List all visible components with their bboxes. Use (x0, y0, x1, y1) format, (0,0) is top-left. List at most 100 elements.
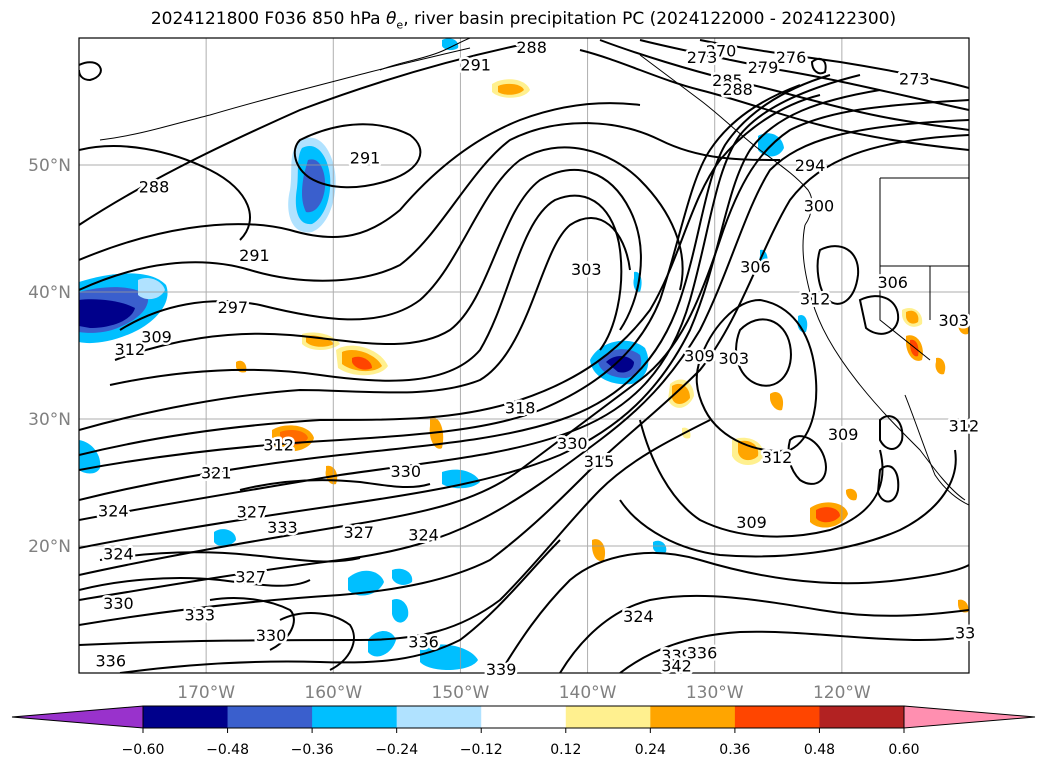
latitude-tick-label: 50°N (28, 156, 71, 176)
positive-anomaly-patch-land-37n (902, 307, 923, 327)
contour-label-halo: 273 (687, 48, 718, 67)
contour-line (579, 49, 969, 151)
contour-label-halo: 315 (584, 452, 615, 471)
contour-label-text: 342 (661, 656, 692, 675)
contour-line (79, 134, 969, 626)
contour-label-halo: 318 (505, 399, 536, 418)
contour-label-halo: 300 (804, 197, 835, 216)
contour-line (79, 84, 801, 471)
contour-label-text: 312 (949, 416, 980, 435)
colorbar: −0.60 −0.48 −0.36 −0.24 −0.12 0.12 0.24 0.36 0.4… (11, 705, 1036, 758)
contour-label-halo: 336 (687, 644, 718, 663)
map-frame (78, 37, 970, 674)
contour-label-halo: 309 (828, 425, 859, 444)
contour-label-text: 294 (795, 156, 826, 175)
contour-label-text: 339 (661, 646, 692, 665)
colorbar-tick-label: 0.36 (719, 742, 750, 758)
contour-label-halo: 291 (350, 148, 381, 167)
contour-label-text: 291 (460, 56, 491, 75)
contour-label-text: 324 (98, 501, 129, 520)
contour-label-halo: 309 (684, 347, 715, 366)
contour-line (279, 612, 355, 671)
colorbar-segment (819, 706, 905, 728)
negative-anomaly-patch-168w-40n (138, 278, 165, 300)
contour-label-halo: 303 (719, 349, 750, 368)
contour-line (559, 594, 969, 673)
contour-label-halo: 339 (661, 646, 692, 665)
contour-label-text: 288 (722, 80, 753, 99)
contour-line (79, 145, 251, 241)
longitude-tick-label: 140°W (559, 683, 617, 703)
contour-line (619, 630, 969, 673)
contour-label-text: 276 (776, 48, 807, 67)
contour-label-halo: 330 (256, 626, 287, 645)
colorbar-segment (734, 706, 820, 728)
title-suffix: , river basin precipitation PC (20241220… (403, 9, 897, 29)
contour-label-halo: 312 (115, 340, 146, 359)
contour-label-text: 270 (706, 42, 737, 61)
negative-anomaly-patch-155w-14n (392, 598, 409, 623)
contour-label-halo: 312 (800, 289, 831, 308)
contour-label-text: 288 (516, 38, 547, 57)
colorbar-tick-label: 0.24 (635, 742, 666, 758)
longitude-tick-label: 170°W (177, 683, 235, 703)
contour-label-halo: 336 (96, 651, 127, 670)
contour-label-text: 333 (185, 606, 216, 625)
colorbar-tick-label: −0.36 (291, 742, 334, 758)
contour-label-text: 309 (684, 347, 715, 366)
contour-line (695, 298, 818, 452)
contour-label-text: 312 (800, 289, 831, 308)
contour-line (79, 74, 831, 501)
contour-line (639, 39, 969, 111)
contour-line (699, 39, 969, 89)
contour-label-halo: 321 (201, 463, 232, 482)
contour-line (619, 449, 957, 558)
contour-line (79, 74, 861, 521)
contour-label-text: 318 (505, 399, 536, 418)
colorbar-tick-label: 0.12 (550, 742, 581, 758)
contour-line (119, 539, 561, 673)
negative-anomaly-patch-158w-16n (348, 570, 384, 596)
contour-label-halo: 33 (955, 623, 975, 642)
contour-label-text: 303 (938, 311, 969, 330)
contour-label-text: 306 (740, 258, 771, 277)
contour-line (109, 194, 623, 386)
longitude-tick-label: 160°W (304, 683, 362, 703)
contour-label-halo: 273 (899, 70, 930, 89)
contour-label-halo: 333 (267, 518, 298, 537)
contour-label-halo: 339 (486, 660, 517, 679)
contour-label-halo: 333 (185, 606, 216, 625)
contour-label-text: 309 (141, 327, 172, 346)
contour-line (79, 99, 969, 576)
theta-e-contours (79, 39, 969, 673)
contour-label-text: 291 (350, 148, 381, 167)
figure-title: 2024121800 F036 850 hPa θe, river basin … (0, 9, 1047, 31)
negative-anomaly-patch-158w-12n (368, 631, 396, 657)
contour-label-halo: 309 (141, 327, 172, 346)
contour-label-halo: 303 (571, 260, 602, 279)
contour-line (876, 465, 900, 503)
